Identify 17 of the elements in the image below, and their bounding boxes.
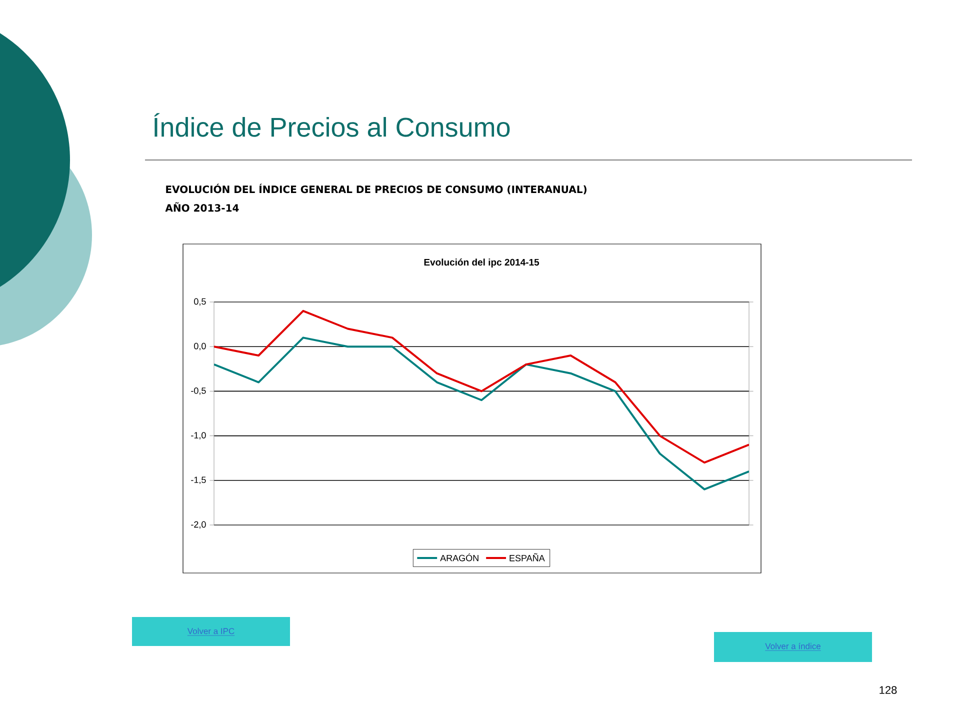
y-tick-label: 0,0 <box>194 342 206 350</box>
text: Volver a IPC <box>187 628 234 634</box>
text: AÑO 2013-14 <box>165 202 239 212</box>
legend-label: ARAGÓN <box>440 553 478 562</box>
text: EVOLUCIÓN DEL ÍNDICE GENERAL DE PRECIOS DE CONSUMO (INTERANUAL) <box>166 184 586 194</box>
y-tick-label: 0,5 <box>194 298 206 306</box>
y-tick-label: -1,5 <box>191 476 206 484</box>
legend-label: ESPAÑA <box>510 553 545 562</box>
y-tick-label: -1,0 <box>191 432 206 440</box>
text: Volver a índice <box>765 642 820 650</box>
chart-title: Evolución del ipc 2014-15 <box>424 258 540 268</box>
y-tick-label: -2,0 <box>191 521 206 529</box>
line-series <box>214 336 750 490</box>
text: 128 <box>880 686 897 694</box>
y-tick-label: -0,5 <box>191 387 206 395</box>
line-series <box>214 310 750 464</box>
text: Índice de Precios al Consumo <box>154 113 510 137</box>
